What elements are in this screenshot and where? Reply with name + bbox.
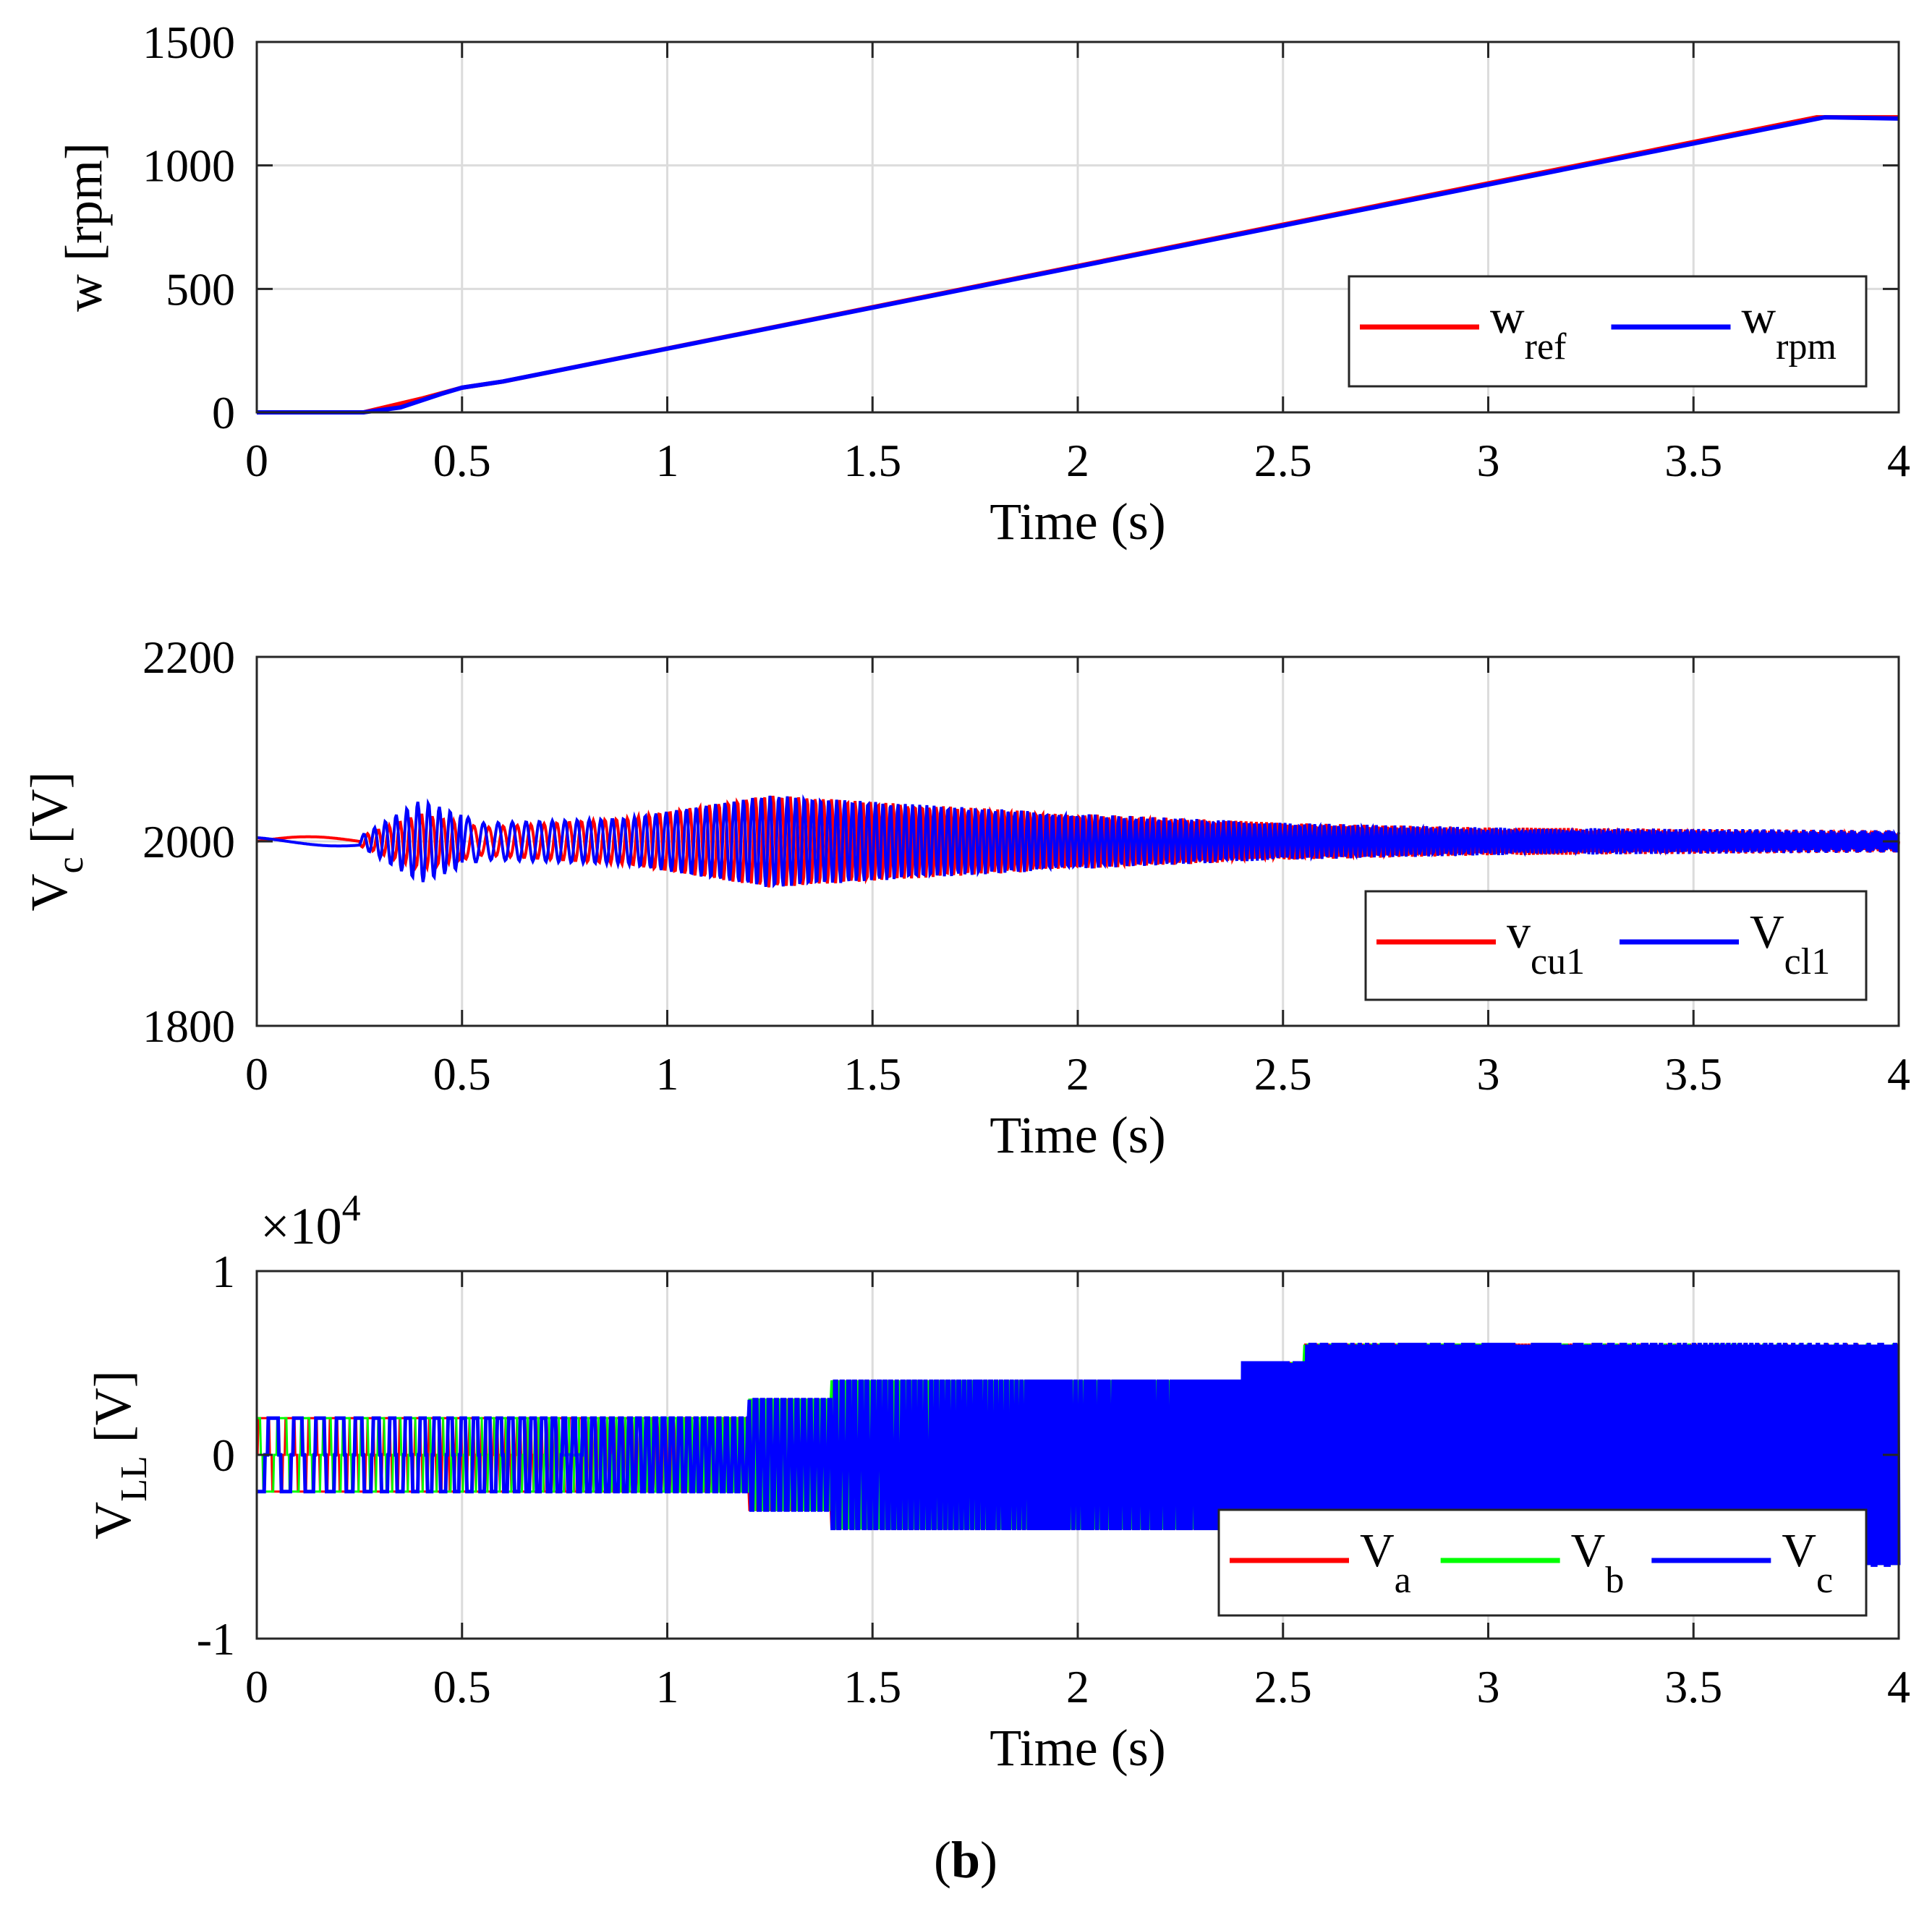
x-tick-label: 1.5 — [843, 435, 901, 486]
x-tick-label: 1.5 — [843, 1048, 901, 1100]
scale-factor-label: ×104 — [260, 1188, 361, 1255]
y-axis-label-main: V — [84, 1502, 142, 1539]
y-tick-label: 0 — [212, 387, 235, 438]
capacitor-voltage-chart: 0 0.5 1 1.5 2 2.5 3 3.5 4 1800 2000 2200 Time (s) Vc … — [20, 632, 1910, 1164]
x-tick-label: 0.5 — [433, 1661, 491, 1712]
legend-label-wref: wref — [1490, 291, 1567, 368]
x-tick-label: 2.5 — [1254, 1048, 1312, 1100]
x-tick-label: 3.5 — [1664, 435, 1722, 486]
series-line-vcl1 — [256, 794, 1900, 888]
speed-chart: 0 0.5 1 1.5 2 2.5 3 3.5 4 0 500 1000 1500 Time (s) w [… — [55, 17, 1910, 551]
x-tick-label: 3 — [1477, 435, 1500, 486]
x-tick-label: 3 — [1477, 1048, 1500, 1100]
legend-label-sub: rpm — [1776, 326, 1837, 368]
legend-label-sub: ref — [1525, 326, 1567, 368]
plot-area — [256, 794, 1900, 888]
y-axis-label: Vc [V] — [20, 771, 91, 911]
legend-label-main: V — [1750, 906, 1784, 959]
x-tick-label: 3.5 — [1664, 1048, 1722, 1100]
legend-label-sub: cu1 — [1531, 941, 1585, 982]
legend-label-wrpm: wrpm — [1742, 291, 1837, 368]
x-tick-label: 2 — [1066, 1048, 1089, 1100]
caption-close: ) — [980, 1831, 997, 1889]
y-axis-label-sub: c — [50, 857, 91, 873]
y-tick-label: 500 — [166, 263, 235, 315]
x-tick-label: 3 — [1477, 1661, 1500, 1712]
y-tick-label: 2000 — [142, 816, 235, 867]
legend-label-vcu1: vcu1 — [1507, 906, 1585, 982]
legend-label-main: V — [1360, 1524, 1395, 1577]
x-tick-label: 0.5 — [433, 435, 491, 486]
y-tick-label: 1500 — [142, 17, 235, 68]
x-tick-label: 3.5 — [1664, 1661, 1722, 1712]
x-tick-label: 1 — [656, 1661, 679, 1712]
y-axis-label-main: w [rpm] — [55, 143, 113, 312]
legend-label-main: w — [1742, 291, 1776, 344]
y-tick-label: 0 — [212, 1430, 235, 1481]
legend-label-sub: b — [1605, 1560, 1624, 1601]
caption-open: ( — [934, 1831, 951, 1889]
legend-label-Vc: Vc — [1782, 1524, 1833, 1601]
x-axis-label: Time (s) — [990, 493, 1165, 551]
y-axis-label-main: V — [20, 874, 78, 912]
y-tick-label: -1 — [197, 1613, 235, 1665]
y-tick-label: 1000 — [142, 140, 235, 192]
x-tick-label: 0 — [245, 1661, 268, 1712]
legend-label-sub: c — [1816, 1560, 1833, 1601]
scale-factor-exponent: 4 — [342, 1188, 361, 1229]
legend-label-sub: cl1 — [1784, 941, 1831, 982]
legend-label-Va: Va — [1360, 1524, 1411, 1601]
y-axis-label: w [rpm] — [55, 143, 113, 312]
y-axis-label-sub: LL — [114, 1456, 155, 1502]
y-tick-label: 1 — [212, 1246, 235, 1297]
legend-box — [1364, 890, 1868, 1001]
x-tick-label: 0 — [245, 1048, 268, 1100]
x-tick-label: 4 — [1887, 1661, 1910, 1712]
x-tick-label: 4 — [1887, 1048, 1910, 1100]
legend-label-vcl1: Vcl1 — [1750, 906, 1830, 982]
x-tick-label: 2.5 — [1254, 435, 1312, 486]
y-axis-label: VLL [V] — [84, 1370, 155, 1539]
legend-label-main: v — [1507, 906, 1531, 959]
legend-label-Vb: Vb — [1571, 1524, 1625, 1601]
y-tick-label: 2200 — [142, 632, 235, 683]
series-line-Vc — [257, 1343, 1901, 1567]
figure-caption: (b) — [934, 1831, 997, 1889]
y-axis-label-unit: [V] — [20, 771, 78, 857]
legend: vcu1 Vcl1 — [1364, 890, 1868, 1001]
x-tick-label: 0.5 — [433, 1048, 491, 1100]
x-tick-label: 1 — [656, 1048, 679, 1100]
x-tick-label: 4 — [1887, 435, 1910, 486]
y-axis-label-unit: [V] — [84, 1370, 142, 1456]
legend-label-main: w — [1490, 291, 1525, 344]
x-axis-label: Time (s) — [990, 1106, 1165, 1164]
x-tick-label: 2 — [1066, 435, 1089, 486]
x-tick-label: 2 — [1066, 1661, 1089, 1712]
x-axis-label: Time (s) — [990, 1719, 1165, 1777]
y-tick-label: 1800 — [142, 1001, 235, 1052]
x-tick-label: 1 — [656, 435, 679, 486]
legend-label-main: V — [1571, 1524, 1606, 1577]
caption-letter: b — [951, 1831, 980, 1889]
x-tick-label: 0 — [245, 435, 268, 486]
scale-factor-base: ×10 — [260, 1197, 342, 1255]
legend-label-main: V — [1782, 1524, 1816, 1577]
x-tick-label: 2.5 — [1254, 1661, 1312, 1712]
legend-label-sub: a — [1395, 1560, 1411, 1601]
legend-box — [1348, 275, 1868, 388]
x-tick-label: 1.5 — [843, 1661, 901, 1712]
